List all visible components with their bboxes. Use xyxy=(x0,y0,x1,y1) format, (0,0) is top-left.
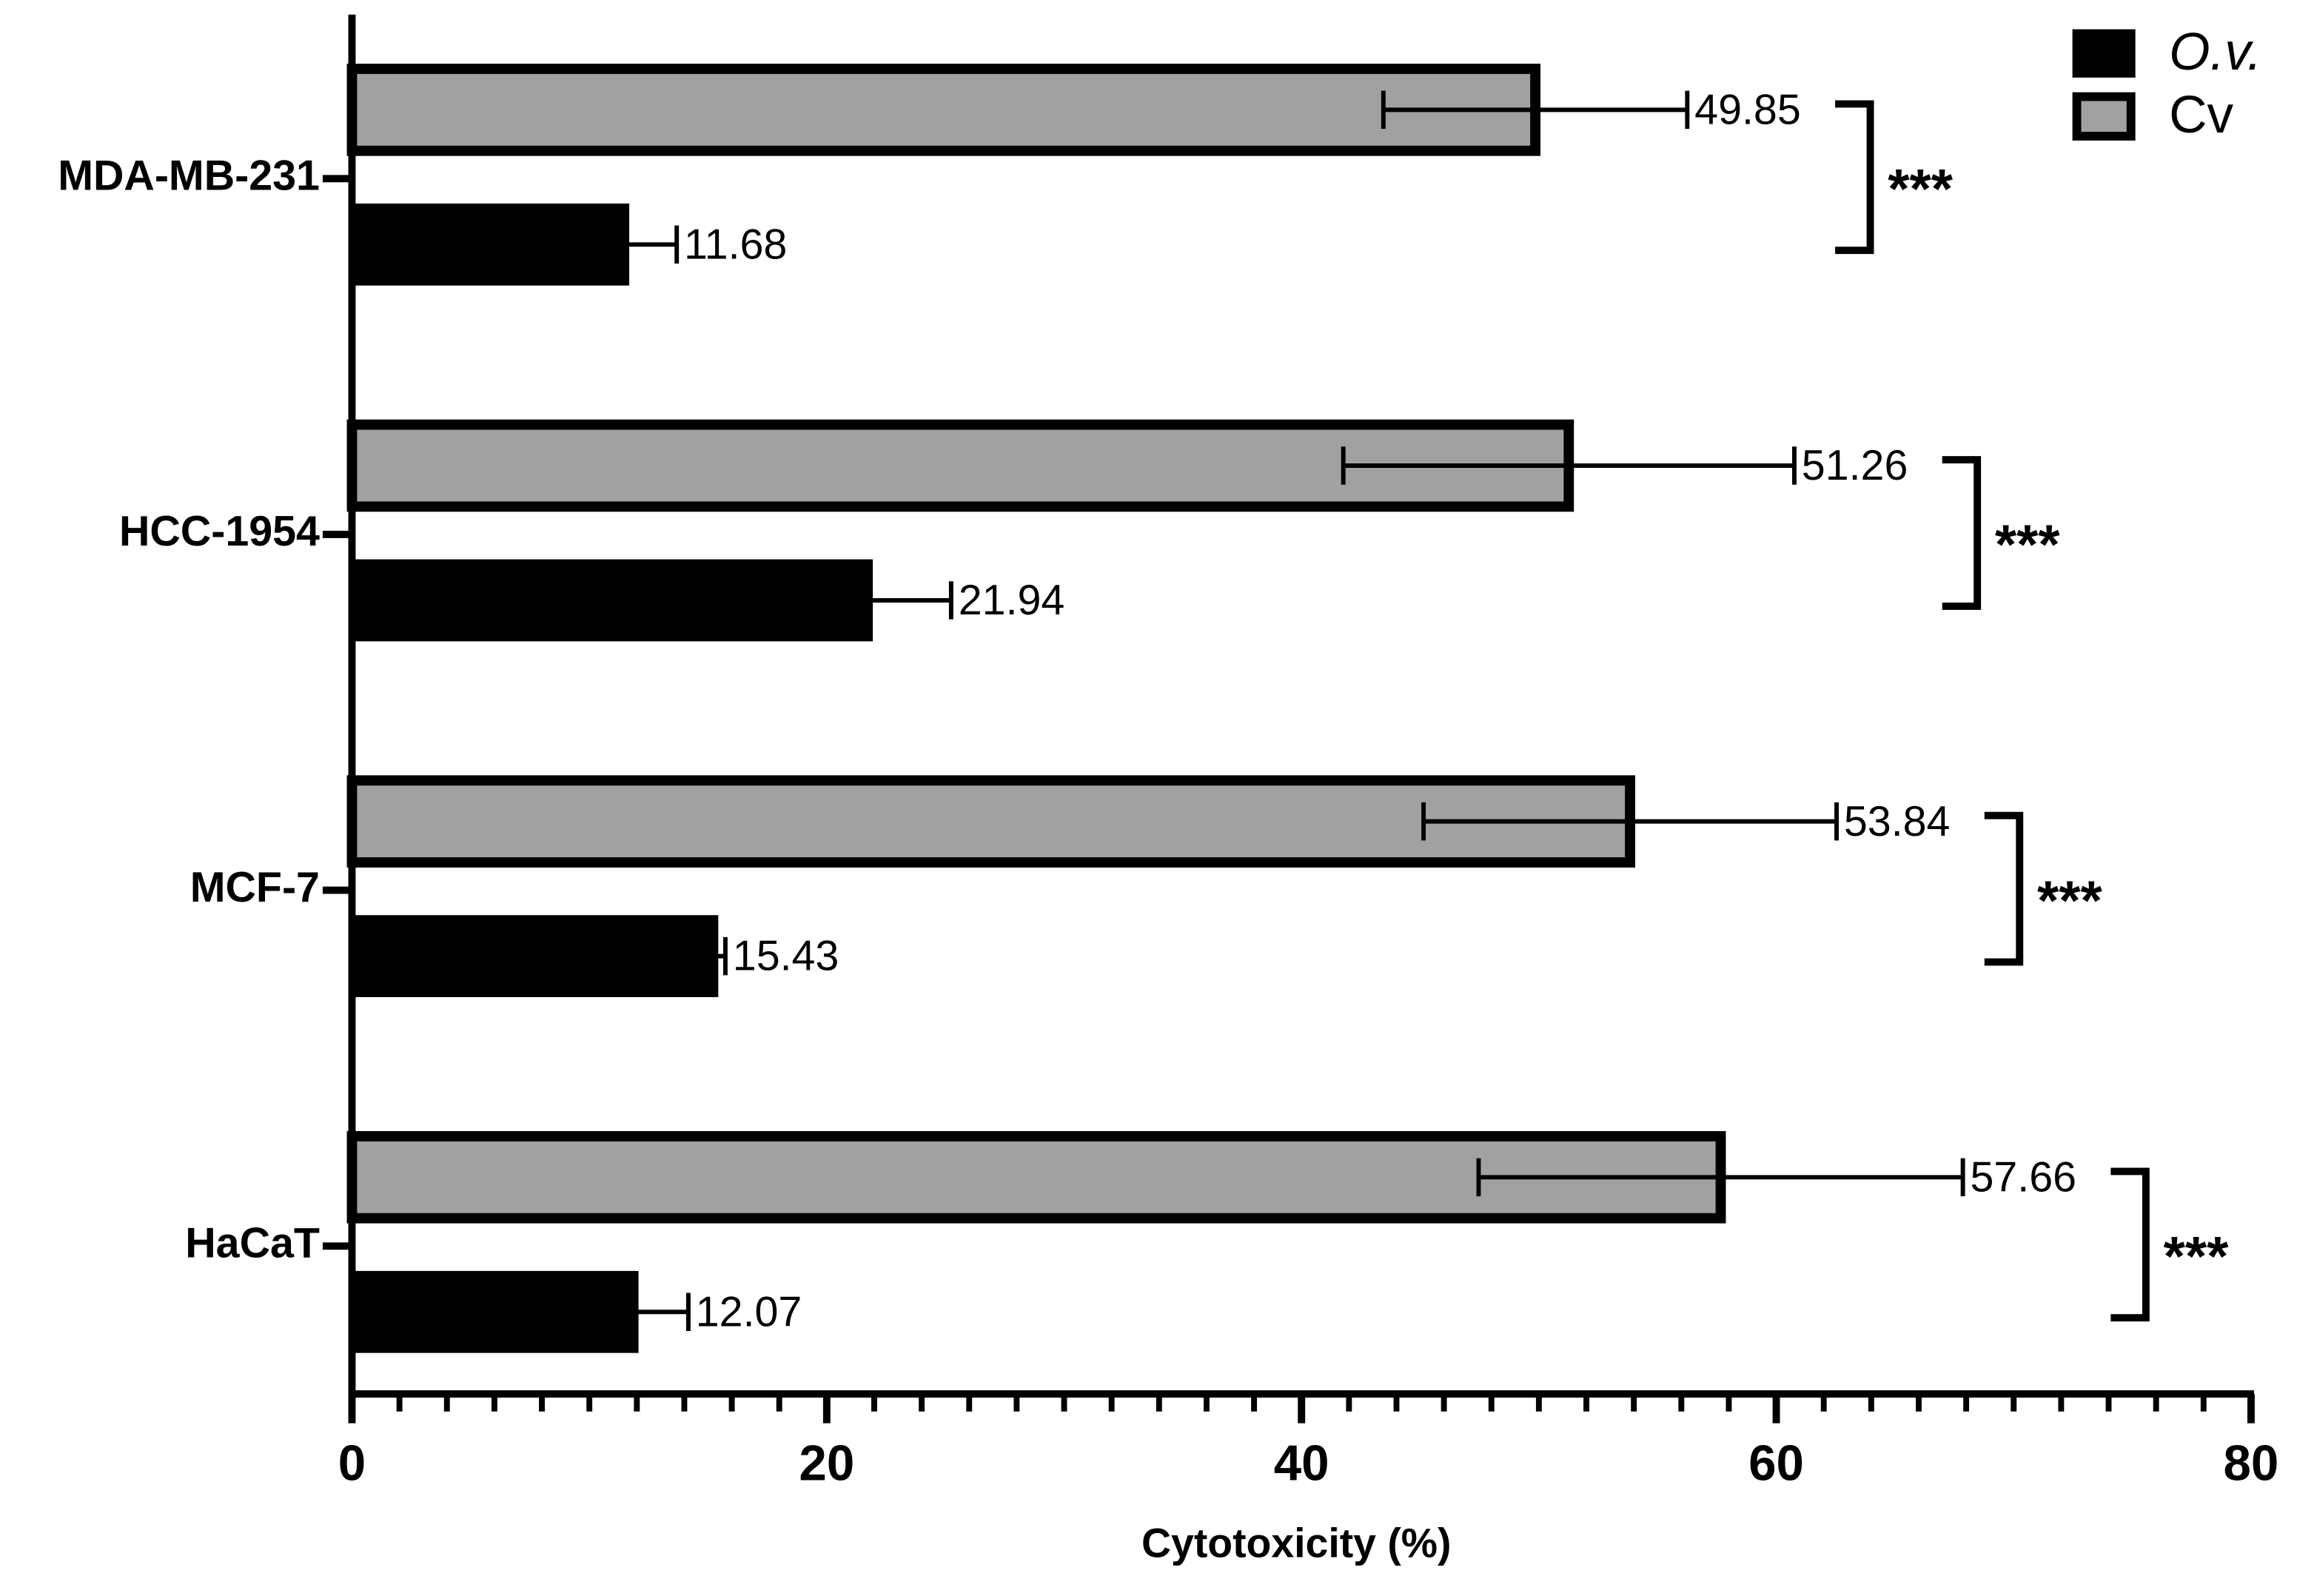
legend-swatch xyxy=(2072,92,2136,141)
bar xyxy=(352,559,873,642)
significance-bracket xyxy=(1984,811,2024,966)
significance-bracket xyxy=(2110,1167,2150,1322)
value-label: 57.66 xyxy=(1971,1153,2077,1201)
value-label: 51.26 xyxy=(1802,442,1908,489)
significance-label: *** xyxy=(1995,514,2060,576)
significance-label: *** xyxy=(2164,1225,2229,1287)
x-tick-label: 20 xyxy=(799,1436,854,1492)
significance-bracket xyxy=(1942,456,1982,610)
x-tick-label: 0 xyxy=(338,1436,366,1492)
error-bar xyxy=(1421,802,1839,841)
x-tick-label: 40 xyxy=(1274,1436,1329,1492)
y-tick-label: MCF-7 xyxy=(190,864,320,911)
error-bar xyxy=(1381,90,1690,130)
significance-label: *** xyxy=(1888,158,1953,220)
x-tick-label: 60 xyxy=(1748,1436,1804,1492)
value-label: 21.94 xyxy=(959,577,1065,624)
error-bar xyxy=(1341,446,1797,485)
error-bar xyxy=(586,1292,691,1331)
value-label: 11.68 xyxy=(684,221,787,268)
x-axis-label: Cytotoxicity (%) xyxy=(1141,1520,1451,1566)
value-label: 53.84 xyxy=(1844,798,1951,845)
y-tick-label: HaCaT xyxy=(185,1219,320,1267)
y-tick-label: HCC-1954 xyxy=(119,508,320,555)
error-bar xyxy=(579,225,680,264)
value-label: 49.85 xyxy=(1694,86,1801,133)
y-tick-label: MDA-MB-231 xyxy=(58,152,320,199)
significance-label: *** xyxy=(2037,869,2102,931)
significance-bracket xyxy=(1835,100,1874,255)
error-bar xyxy=(708,936,728,976)
error-bar xyxy=(792,581,953,620)
value-label: 15.43 xyxy=(733,933,839,980)
error-bar xyxy=(1476,1158,1965,1197)
bar xyxy=(346,64,1540,156)
x-tick-label: 80 xyxy=(2224,1436,2279,1492)
bar xyxy=(352,915,719,998)
legend-swatch xyxy=(2072,29,2136,78)
legend-label: Cv xyxy=(2169,86,2233,144)
value-label: 12.07 xyxy=(696,1288,802,1335)
legend-label: O.v. xyxy=(2169,23,2261,81)
bar xyxy=(346,775,1635,868)
